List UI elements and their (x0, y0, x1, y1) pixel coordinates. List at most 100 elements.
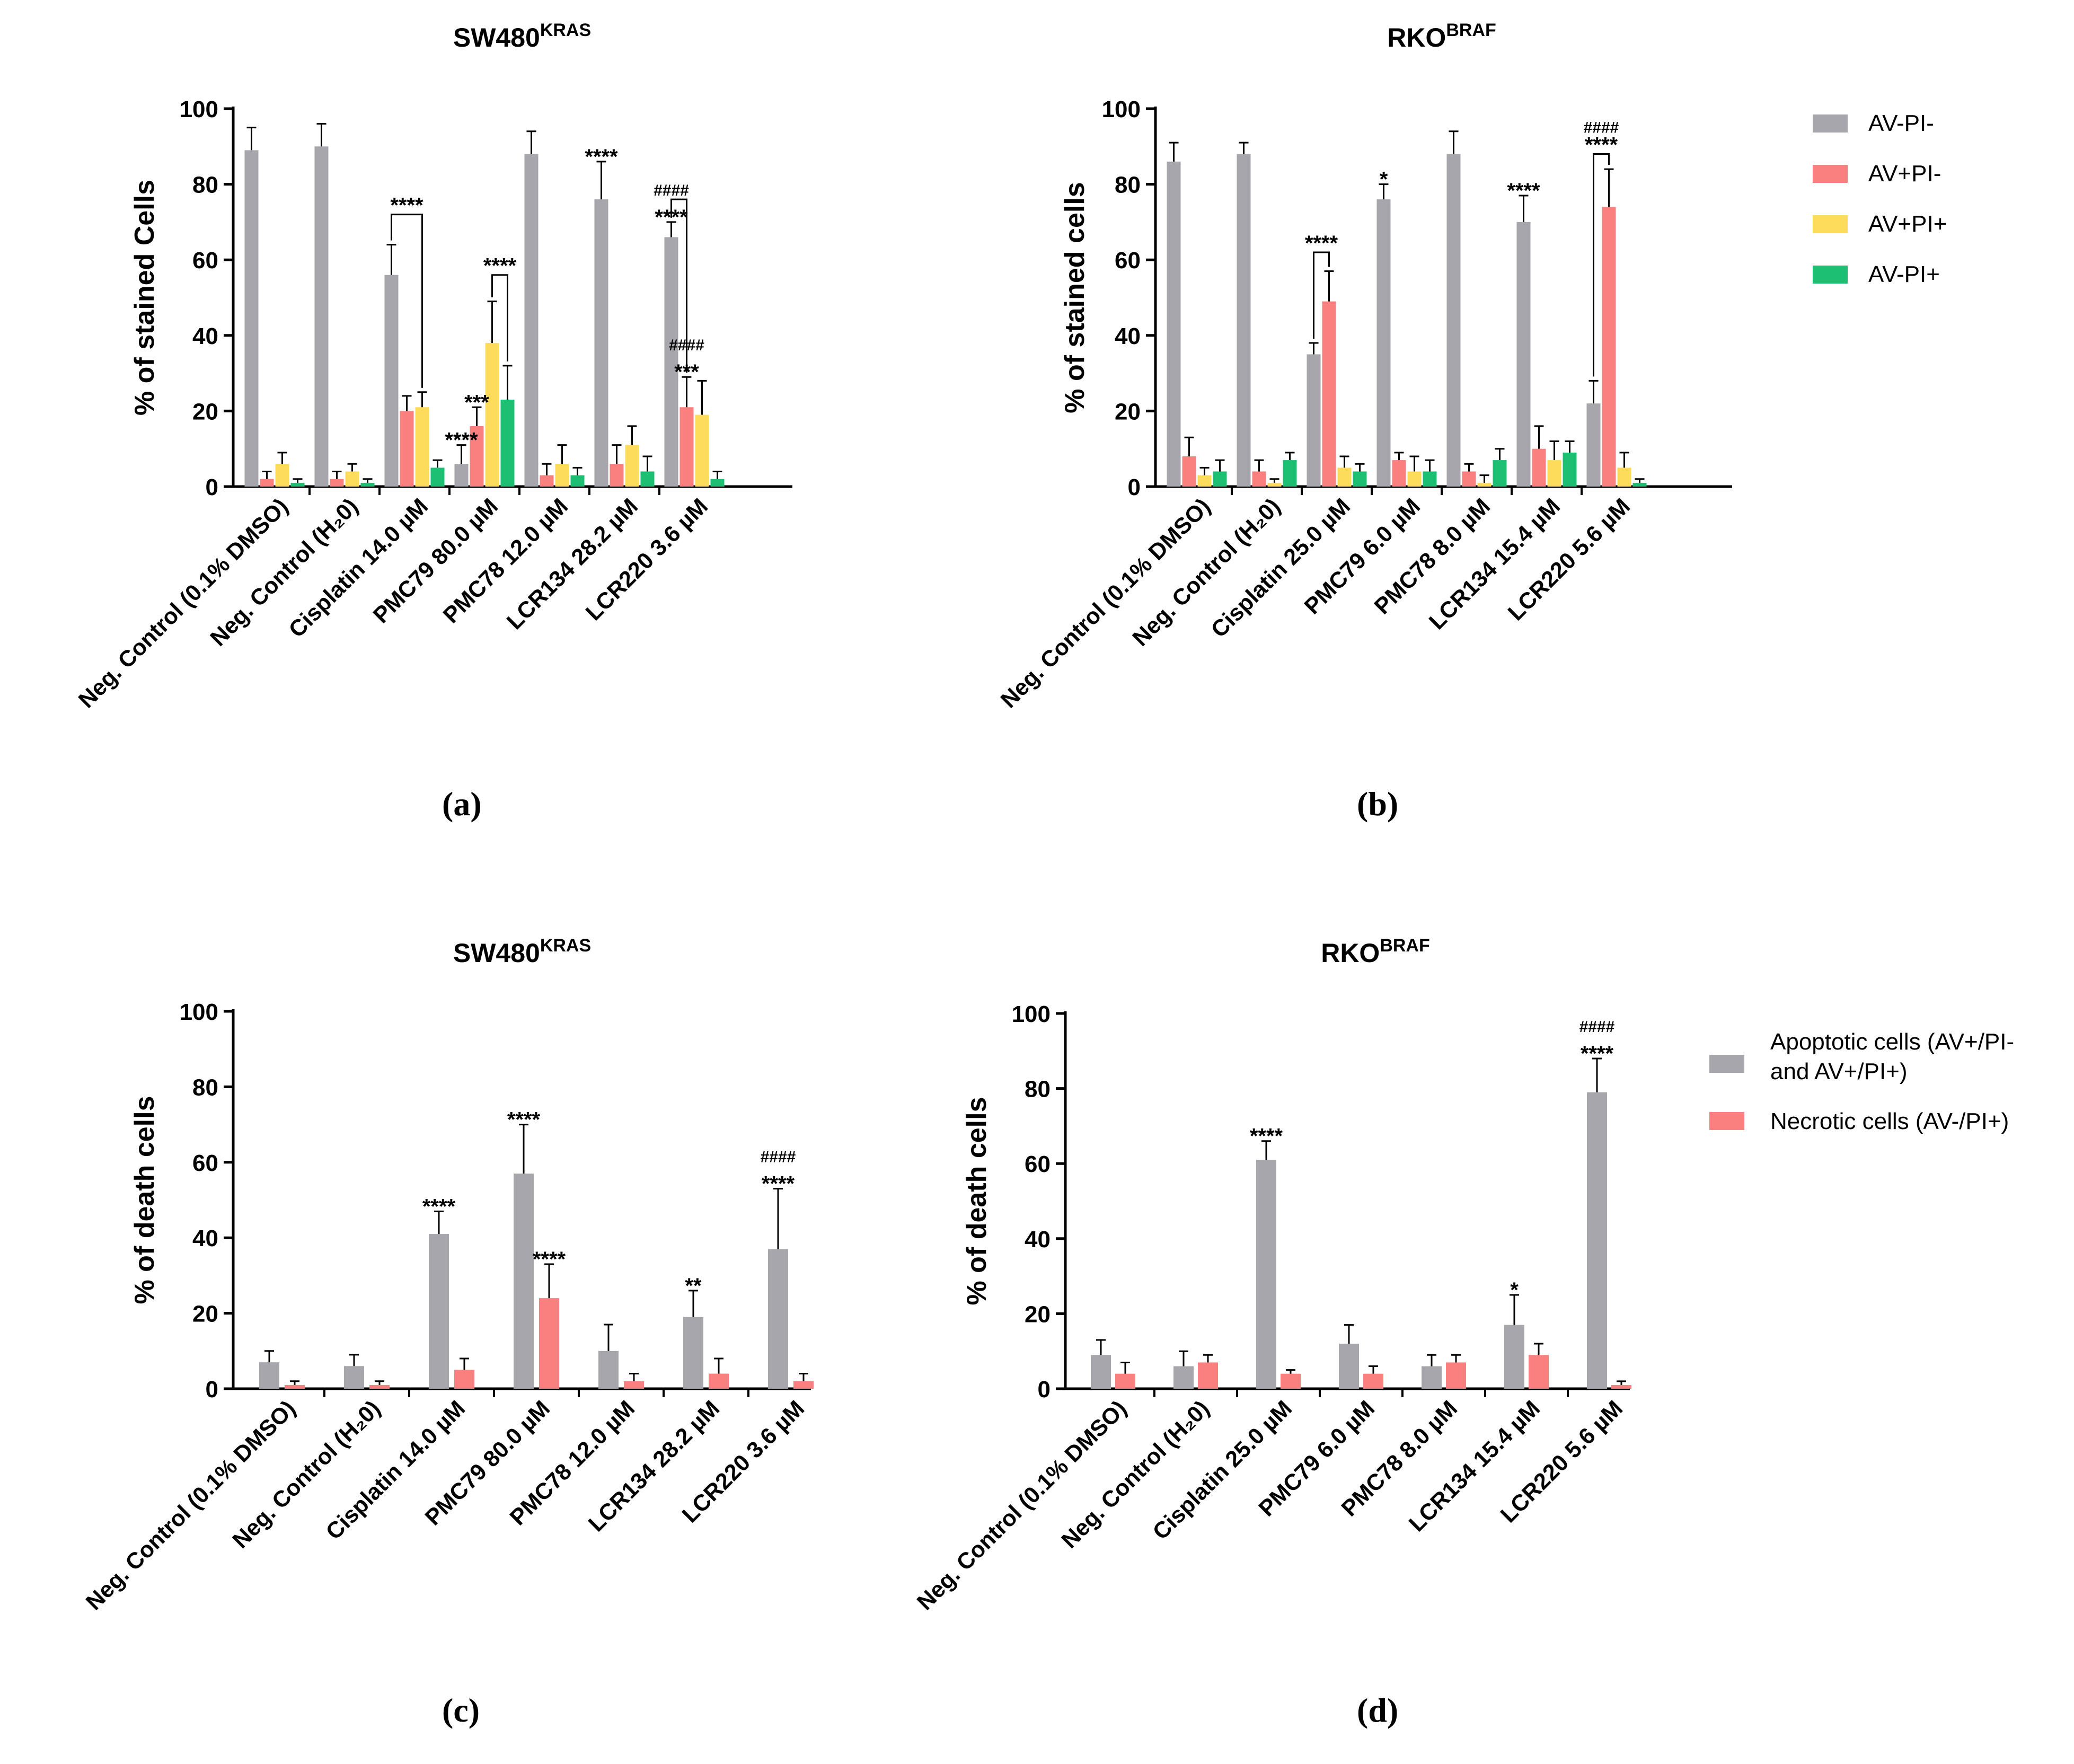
bar-av+pi+ (1547, 460, 1561, 487)
bar-av+pi+ (625, 445, 639, 487)
chart-c: SW480KRAS % of death cells 0 20 40 60 80 100 Neg… (81, 936, 814, 1615)
bar-av-pi+ (1423, 471, 1437, 487)
legend-label: and AV+/PI+) (1770, 1059, 1907, 1084)
significance-marker: #### (1579, 1018, 1615, 1036)
bar-apoptotic (683, 1317, 703, 1389)
chart-a: SW480KRAS% of stained Cells020406080100N… (74, 20, 792, 713)
bar-av+pi+ (415, 407, 429, 487)
y-tick-label: 100 (180, 999, 218, 1025)
bar-av+pi+ (1407, 471, 1422, 487)
legend-label: AV+PI- (1868, 161, 1941, 187)
bar-av-pi+ (1563, 452, 1577, 487)
bar-av-pi+ (430, 468, 445, 487)
bar-apoptotic (598, 1351, 619, 1389)
panel-label-b: (b) (1357, 785, 1399, 823)
bracket-label-hash: #### (1584, 119, 1619, 137)
y-tick-label: 100 (1102, 96, 1141, 122)
bar-av-pi- (1167, 161, 1181, 487)
bar-av-pi- (1516, 222, 1531, 487)
bar-apoptotic (1587, 1092, 1607, 1389)
bar-av+pi- (1322, 301, 1336, 487)
significance-marker: **** (1250, 1125, 1283, 1148)
bar-av+pi- (1602, 207, 1616, 487)
y-tick-label: 60 (1025, 1151, 1051, 1177)
significance-bracket (1313, 251, 1330, 339)
bar-necrotic (1446, 1362, 1466, 1389)
bar-apoptotic (344, 1366, 364, 1389)
bar-av-pi- (244, 150, 259, 487)
bar-necrotic (1115, 1373, 1135, 1389)
bar-necrotic (1198, 1362, 1218, 1389)
significance-bracket (670, 198, 687, 373)
bar-necrotic (285, 1384, 305, 1389)
bracket-label: **** (483, 254, 517, 278)
bar-av-pi- (1586, 403, 1601, 487)
bar-av+pi- (470, 426, 484, 487)
legend-label: AV-PI- (1868, 110, 1934, 136)
bar-av-pi+ (570, 475, 585, 487)
bar-necrotic (793, 1381, 814, 1389)
bar-apoptotic (1504, 1325, 1524, 1389)
chart-title: SW480KRAS (453, 936, 591, 968)
bar-av+pi+ (275, 464, 289, 487)
bar-av-pi- (524, 154, 539, 487)
y-tick-label: 40 (192, 1225, 218, 1251)
bar-av-pi+ (640, 471, 655, 487)
significance-marker: #### (761, 1149, 796, 1166)
bracket-label: **** (1305, 232, 1338, 255)
bar-av+pi+ (485, 343, 499, 487)
y-tick-label: 20 (192, 1301, 218, 1327)
panel-label-c: (c) (442, 1691, 480, 1729)
bar-apoptotic (1422, 1366, 1442, 1389)
bar-necrotic (369, 1384, 390, 1389)
bar-av+pi+ (1617, 468, 1631, 487)
bar-av+pi- (330, 479, 344, 487)
significance-bracket (391, 214, 423, 388)
legend-swatch (1813, 266, 1848, 284)
chart-title: RKOBRAF (1387, 20, 1496, 52)
y-tick-label: 40 (192, 323, 218, 349)
y-axis-label: % of death cells (129, 1096, 160, 1304)
y-tick-label: 100 (1012, 1001, 1051, 1027)
y-tick-label: 80 (192, 172, 218, 198)
bar-av-pi- (454, 464, 469, 487)
bracket-label: **** (1585, 134, 1618, 157)
legend-swatch-apoptotic (1709, 1055, 1744, 1073)
significance-marker: **** (507, 1108, 541, 1132)
bar-necrotic (709, 1373, 729, 1389)
bar-necrotic (624, 1381, 644, 1389)
bar-av+pi- (1252, 471, 1266, 487)
significance-marker: ** (685, 1274, 702, 1298)
bar-av-pi+ (1213, 471, 1227, 487)
bar-av-pi- (314, 146, 329, 487)
bracket-label: **** (390, 194, 423, 217)
y-axis-label: % of stained Cells (129, 180, 160, 416)
x-category-label: Neg. Control (H₂0) (1057, 1396, 1214, 1553)
bar-av+pi- (1462, 471, 1476, 487)
bar-av+pi- (540, 475, 554, 487)
bar-av+pi- (260, 479, 274, 487)
bar-av+pi- (1532, 448, 1546, 487)
y-tick-label: 40 (1115, 323, 1141, 349)
bar-av+pi- (1392, 460, 1406, 487)
bar-necrotic (1611, 1384, 1631, 1389)
bar-av+pi+ (345, 471, 359, 487)
y-tick-label: 0 (206, 1377, 218, 1403)
y-tick-label: 60 (192, 248, 218, 274)
bar-apoptotic (259, 1362, 279, 1389)
bar-av-pi- (594, 199, 608, 487)
y-tick-label: 80 (1115, 172, 1141, 198)
bar-av-pi+ (500, 400, 515, 487)
legend-label: AV-PI+ (1868, 261, 1940, 287)
significance-marker: **** (445, 429, 478, 452)
significance-marker: **** (422, 1195, 456, 1218)
panel-label-a: (a) (442, 785, 482, 823)
bar-av-pi- (1446, 154, 1461, 487)
y-tick-label: 60 (1115, 248, 1141, 274)
bar-av-pi- (1307, 354, 1321, 487)
x-category-label: LCR134 28.2 µM (502, 493, 643, 634)
bar-av+pi+ (1267, 482, 1282, 487)
significance-marker: **** (762, 1172, 795, 1196)
y-tick-label: 100 (180, 96, 218, 122)
bar-av-pi+ (360, 482, 375, 487)
